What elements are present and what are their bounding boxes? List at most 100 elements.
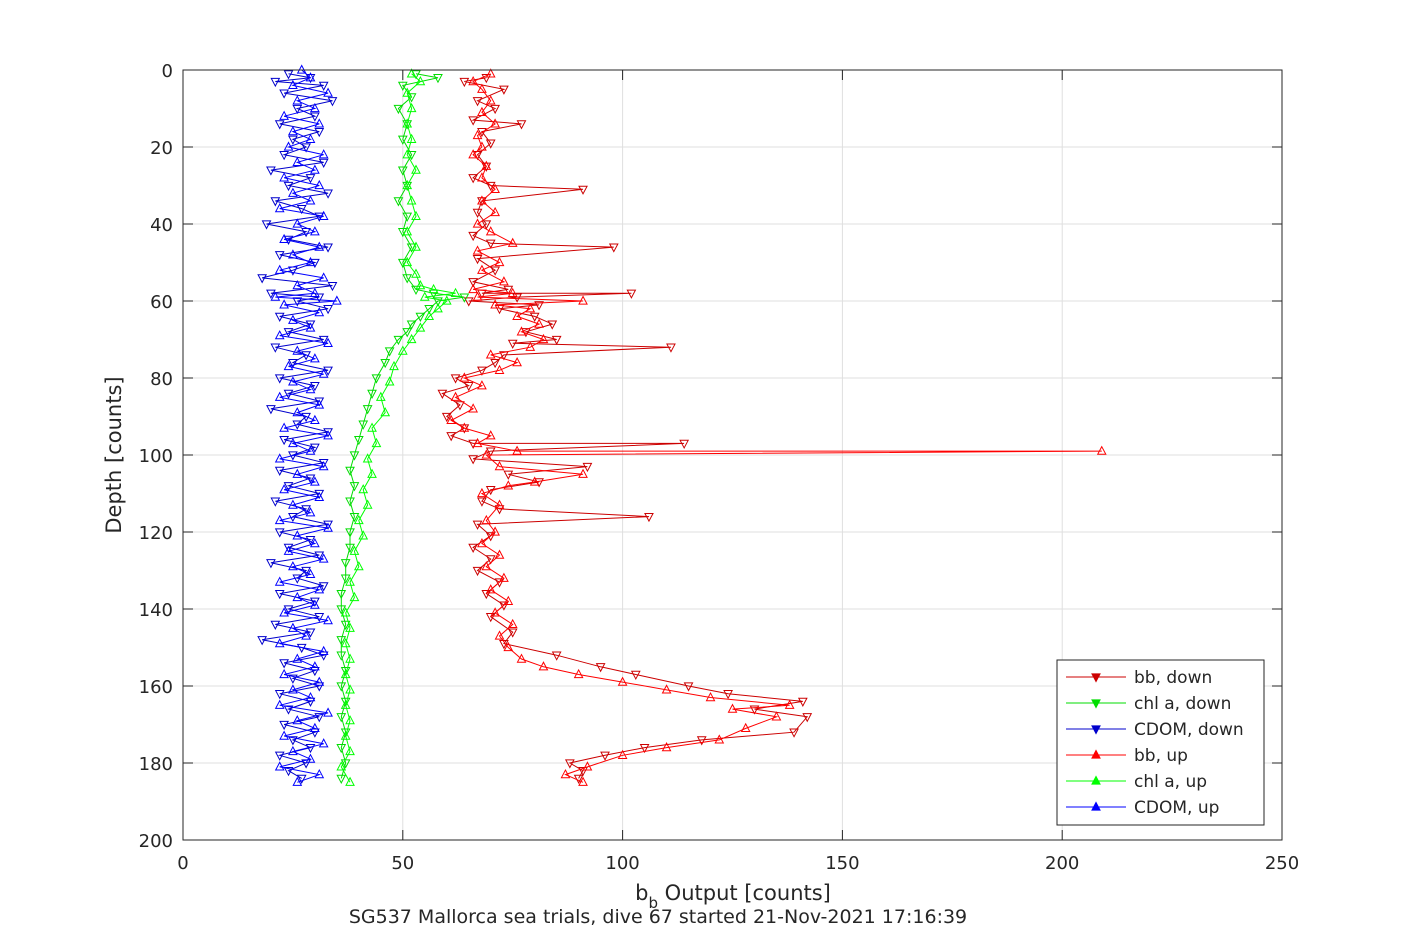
data-point — [406, 320, 417, 330]
data-point — [314, 397, 325, 407]
data-point — [534, 318, 544, 328]
data-point — [529, 476, 540, 486]
data-point — [485, 226, 496, 236]
data-point — [305, 320, 316, 330]
data-point — [516, 653, 527, 663]
data-point — [283, 181, 294, 192]
data-point — [468, 174, 479, 184]
data-point — [349, 451, 360, 461]
data-point — [336, 774, 347, 784]
data-point — [283, 360, 294, 371]
x-axis-label-rest: Output [counts] — [658, 881, 831, 905]
data-point — [406, 195, 417, 205]
data-point — [512, 293, 522, 303]
data-point — [679, 439, 690, 450]
data-point — [560, 768, 571, 779]
data-point — [485, 584, 496, 594]
data-point — [292, 574, 303, 584]
legend-item-bb-down: bb, down — [1066, 668, 1212, 688]
x-axis-label-main: b — [635, 881, 648, 905]
data-point — [503, 480, 514, 490]
data-point — [472, 218, 483, 228]
data-point — [314, 682, 325, 692]
data-point — [340, 620, 351, 630]
data-point — [309, 476, 320, 486]
data-point — [283, 545, 294, 555]
data-point — [305, 174, 316, 184]
data-point — [490, 526, 500, 536]
data-point — [288, 622, 298, 632]
data-point — [283, 482, 294, 492]
data-point — [503, 641, 514, 652]
data-point — [402, 120, 413, 130]
y-tick-label: 60 — [150, 292, 173, 313]
legend-item-chl-a-down: chl a, down — [1066, 694, 1231, 714]
data-point — [499, 85, 509, 95]
data-point — [283, 543, 294, 553]
data-point — [305, 628, 316, 638]
data-point — [266, 289, 276, 299]
data-point — [516, 120, 527, 130]
data-point — [274, 751, 285, 761]
data-point — [534, 301, 544, 311]
y-tick-label: 20 — [150, 138, 173, 159]
data-point — [340, 730, 351, 740]
data-point — [309, 443, 320, 453]
data-point — [477, 366, 487, 376]
data-point — [362, 405, 373, 415]
data-point — [490, 206, 500, 217]
data-point — [305, 383, 316, 394]
data-point — [274, 466, 285, 476]
data-point — [261, 220, 272, 230]
legend-label: bb, down — [1134, 668, 1212, 688]
data-point — [428, 289, 439, 299]
data-point — [397, 345, 408, 355]
data-point — [485, 447, 496, 457]
x-tick-label: 150 — [825, 853, 859, 874]
data-point — [318, 149, 329, 159]
data-point — [279, 172, 289, 182]
data-point — [468, 543, 479, 553]
data-point — [323, 520, 333, 530]
legend: bb, down chl a, down CDOM, down bb, up chl a… — [1056, 659, 1265, 826]
series-bb-down — [437, 74, 813, 784]
data-point — [340, 607, 351, 617]
data-point — [371, 374, 382, 384]
data-point — [463, 382, 474, 392]
data-point — [472, 208, 483, 219]
data-point — [301, 143, 311, 153]
series-cdom-up — [270, 64, 342, 786]
data-point — [314, 127, 325, 138]
data-point — [340, 638, 351, 648]
legend-label: bb, up — [1134, 746, 1188, 766]
data-point — [481, 449, 492, 459]
data-point — [384, 347, 395, 357]
data-point — [309, 287, 320, 297]
data-point — [481, 162, 492, 172]
data-point — [499, 351, 509, 361]
data-point — [336, 713, 347, 723]
data-point — [309, 722, 320, 732]
data-point — [503, 285, 514, 296]
data-point — [288, 745, 298, 756]
data-point — [490, 104, 500, 115]
data-point — [630, 670, 641, 681]
data-point — [727, 703, 738, 713]
data-point — [274, 330, 285, 340]
legend-swatch-marker — [1091, 801, 1101, 811]
data-point — [274, 374, 285, 384]
data-point — [507, 287, 518, 297]
data-point — [661, 742, 672, 752]
data-point — [318, 738, 329, 748]
legend-item-cdom-down: CDOM, down — [1066, 720, 1244, 740]
data-point — [749, 705, 760, 715]
legend-label: CDOM, up — [1134, 798, 1219, 818]
data-point — [314, 491, 325, 501]
series-line-cdom-up — [275, 69, 337, 783]
data-point — [340, 666, 351, 677]
data-point — [494, 549, 505, 559]
data-point — [512, 357, 522, 367]
data-point — [345, 715, 355, 725]
data-point — [485, 349, 496, 359]
